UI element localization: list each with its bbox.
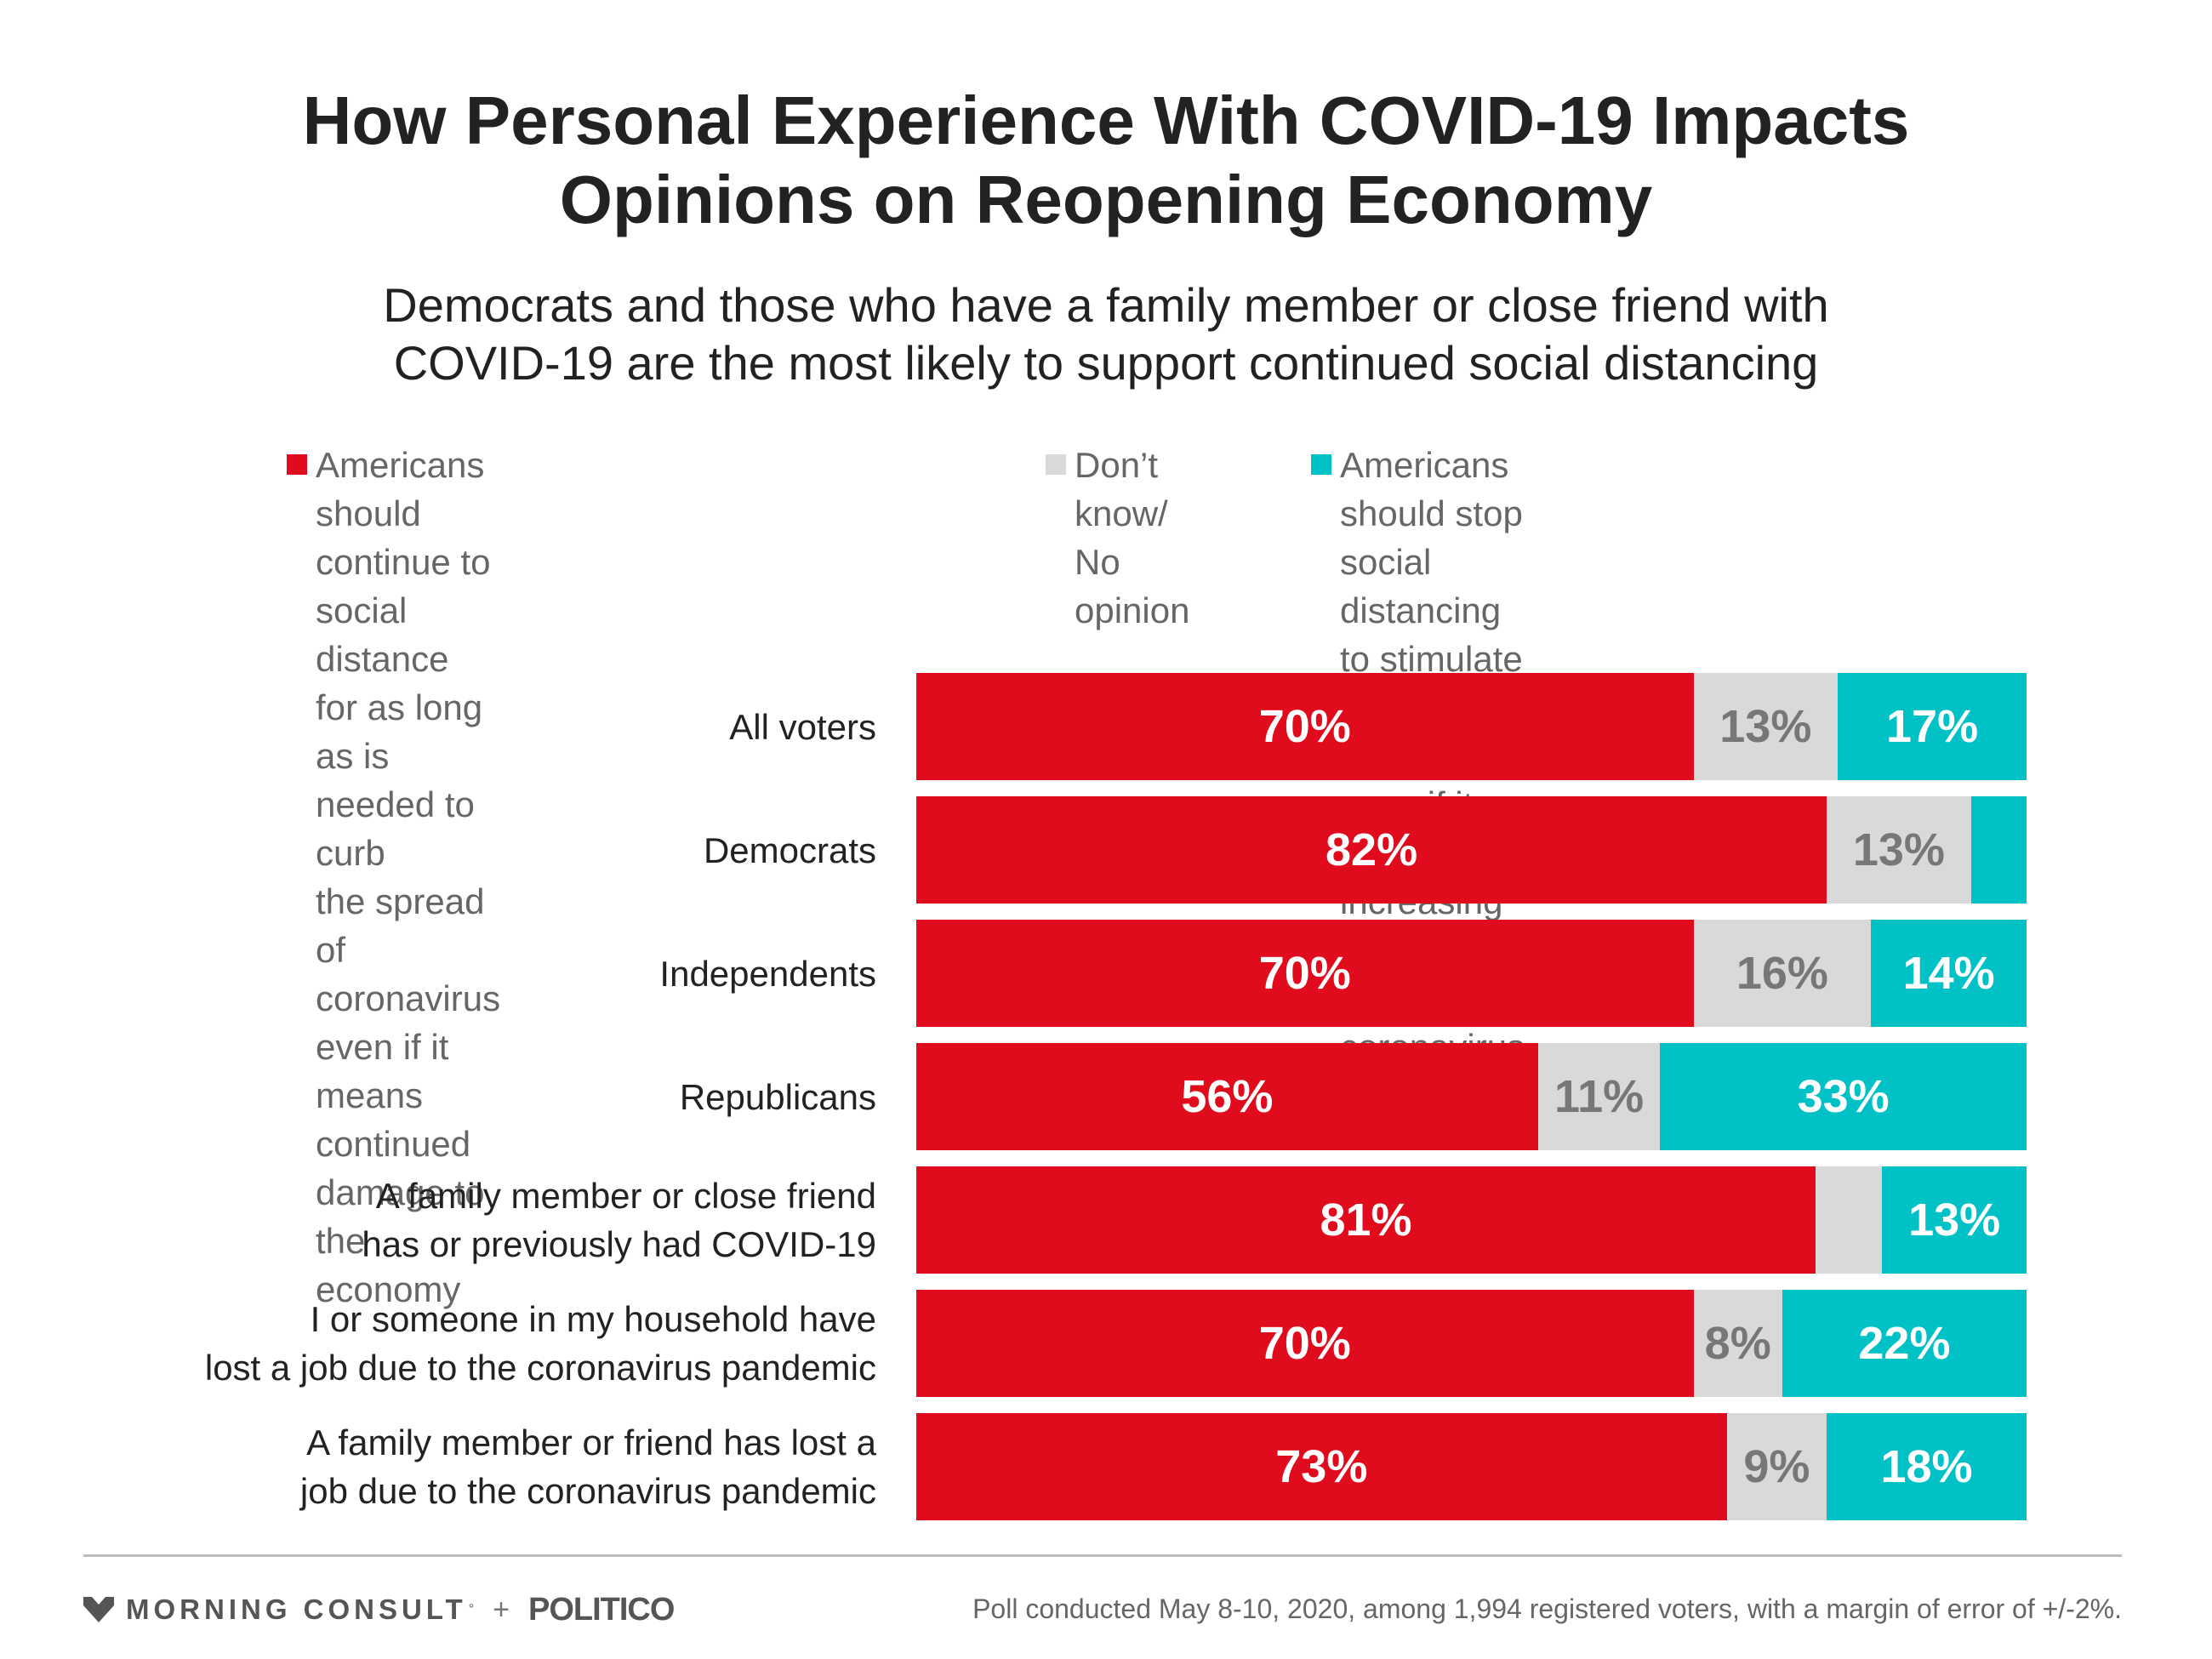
row-label-line: job due to the coronavirus pandemic <box>299 1471 876 1511</box>
bar-segment-dont_know <box>1816 1166 1883 1274</box>
bar-value-label-stop: 33% <box>1797 1071 1890 1122</box>
bar-value-label-stop: 17% <box>1886 701 1979 752</box>
bar-segment-continue <box>916 1166 1816 1274</box>
bar-segment-dont_know <box>1537 1043 1661 1150</box>
row-label-line: I or someone in my household have <box>310 1299 876 1339</box>
chart-title-line-1: How Personal Experience With COVID-19 Im… <box>302 83 1910 158</box>
brand-plus: + <box>493 1593 510 1626</box>
chart-title-line-2: Opinions on Reopening Economy <box>559 162 1653 237</box>
row-label-line: Republicans <box>679 1076 876 1117</box>
bar-value-label-dont_know: 16% <box>1736 948 1828 999</box>
row-label-line: All voters <box>729 706 876 747</box>
bar-value-label-continue: 70% <box>1258 1318 1351 1369</box>
row-label: I or someone in my household have lost a … <box>26 1290 876 1397</box>
bar-segment-stop <box>1871 920 2027 1027</box>
footer-divider <box>83 1554 2122 1557</box>
bar-segment-dont_know <box>1693 920 1872 1027</box>
bar-segment-stop <box>1782 1290 2027 1397</box>
chart-subtitle-line-1: Democrats and those who have a family me… <box>383 278 1829 332</box>
bar-value-label-dont_know: 13% <box>1719 701 1812 752</box>
row-label: Democrats <box>26 796 876 904</box>
bar-value-label-stop: 18% <box>1880 1441 1973 1492</box>
bar-value-label-stop: 14% <box>1902 948 1995 999</box>
chart-subtitle-line-2: COVID-19 are the most likely to support … <box>393 336 1819 390</box>
row-label-line: Independents <box>659 953 876 994</box>
legend-swatch-continue <box>287 454 307 475</box>
row-label: Independents <box>26 920 876 1027</box>
row-label-line: A family member or close friend <box>375 1176 876 1216</box>
bar-value-label-stop: 22% <box>1858 1318 1951 1369</box>
bar-segment-continue <box>916 1043 1538 1150</box>
row-label-line: lost a job due to the coronavirus pandem… <box>204 1348 876 1388</box>
bar-segment-continue <box>916 796 1827 904</box>
bar-value-label-dont_know: 8% <box>1704 1318 1771 1369</box>
legend-swatch-dont-know <box>1046 454 1066 475</box>
bar-segment-stop <box>1882 1166 2027 1274</box>
bar-segment-stop <box>1660 1043 2027 1150</box>
bar-segment-dont_know <box>1693 1290 1782 1397</box>
row-label-line: Democrats <box>703 830 876 870</box>
bar-value-label-continue: 70% <box>1258 948 1351 999</box>
bar-segment-continue <box>916 1413 1727 1520</box>
bar-segment-dont_know <box>1726 1413 1827 1520</box>
legend-label-continue: Americans should continue to social dist… <box>316 445 501 1309</box>
chart-subtitle: Democrats and those who have a family me… <box>0 276 2212 392</box>
bar-segment-continue <box>916 673 1694 780</box>
row-label-line: A family member or friend has lost a <box>306 1422 876 1462</box>
brand-registered-mark: ° <box>468 1602 475 1616</box>
bar-segment-stop <box>1970 796 2027 904</box>
bar-segment-dont_know <box>1827 796 1971 904</box>
bar-value-label-dont_know: 11% <box>1554 1071 1645 1122</box>
row-label-line: has or previously had COVID-19 <box>362 1224 876 1264</box>
bar-value-label-dont_know: 9% <box>1743 1441 1810 1492</box>
row-label: A family member or friend has lost a job … <box>26 1413 876 1520</box>
legend-swatch-stop <box>1311 454 1331 475</box>
bar-segment-continue <box>916 1290 1694 1397</box>
bar-value-label-continue: 73% <box>1275 1441 1368 1492</box>
bar-value-label-continue: 82% <box>1325 824 1418 875</box>
brand-politico: POLITICO <box>527 1591 675 1628</box>
bar-segment-dont_know <box>1693 673 1839 780</box>
bar-value-label-continue: 81% <box>1320 1194 1412 1246</box>
row-label: All voters <box>26 673 876 780</box>
row-label: A family member or close friend has or pr… <box>26 1166 876 1274</box>
bar-segment-continue <box>916 920 1694 1027</box>
row-label: Republicans <box>26 1043 876 1150</box>
source-note: Poll conducted May 8-10, 2020, among 1,9… <box>972 1593 2122 1624</box>
legend-label-dont-know: Don’t know/ No opinion <box>1075 445 1190 630</box>
bar-segment-stop <box>1827 1413 2027 1520</box>
brand-morning-consult: MORNING CONSULT <box>126 1593 467 1625</box>
bar-value-label-continue: 70% <box>1258 701 1351 752</box>
chart-title: How Personal Experience With COVID-19 Im… <box>0 81 2212 239</box>
bar-value-label-continue: 56% <box>1181 1071 1274 1122</box>
bar-value-label-dont_know: 13% <box>1852 824 1945 875</box>
bar-value-label-stop: 13% <box>1908 1194 2001 1246</box>
bar-segment-stop <box>1838 673 2027 780</box>
brand-logos: MORNING CONSULT ° + POLITICO <box>83 1584 675 1635</box>
morning-consult-logo-icon <box>83 1597 114 1622</box>
